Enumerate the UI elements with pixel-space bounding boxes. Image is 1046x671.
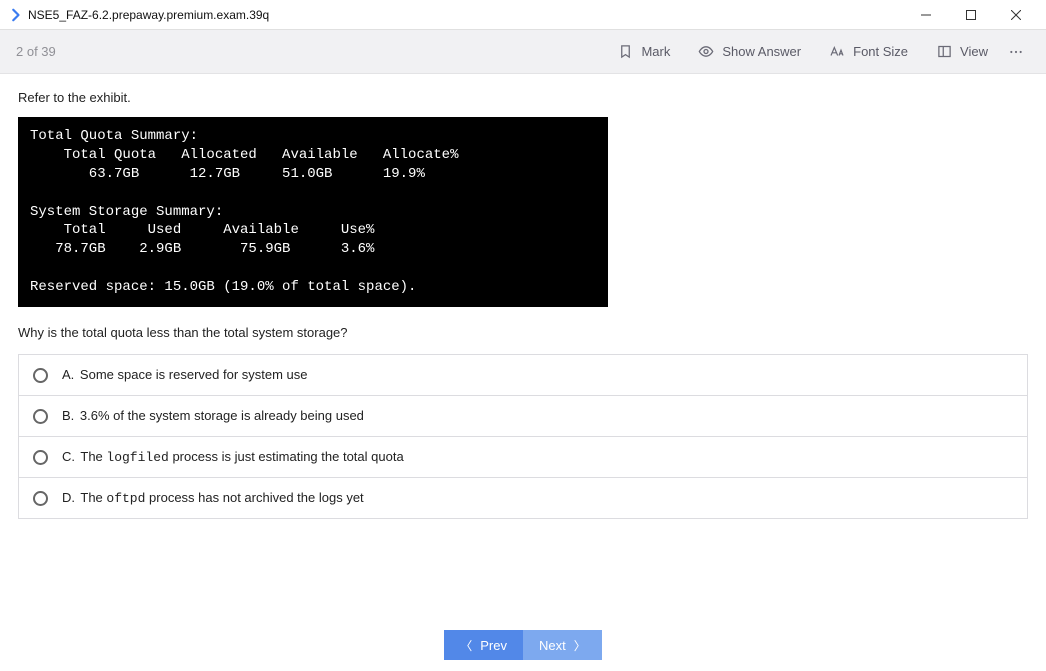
view-button[interactable]: View bbox=[922, 38, 1002, 66]
option-letter: A. bbox=[62, 367, 74, 382]
option-body: A. Some space is reserved for system use bbox=[62, 367, 308, 383]
answer-option-d[interactable]: D. The oftpd process has not archived th… bbox=[18, 478, 1028, 519]
mark-label: Mark bbox=[641, 44, 670, 59]
option-text-post: process is just estimating the total quo… bbox=[169, 449, 404, 464]
font-size-button[interactable]: Font Size bbox=[815, 38, 922, 66]
window-title: NSE5_FAZ-6.2.prepaway.premium.exam.39q bbox=[28, 8, 903, 22]
layout-icon bbox=[936, 44, 952, 60]
answer-option-b[interactable]: B. 3.6% of the system storage is already… bbox=[18, 396, 1028, 437]
font-size-icon bbox=[829, 44, 845, 60]
close-button[interactable] bbox=[993, 0, 1038, 30]
view-label: View bbox=[960, 44, 988, 59]
chevron-right-icon: 〉 bbox=[574, 637, 586, 654]
option-code: oftpd bbox=[106, 491, 145, 506]
option-letter: B. bbox=[62, 408, 74, 423]
option-code: logfiled bbox=[106, 450, 168, 465]
question-progress: 2 of 39 bbox=[16, 44, 56, 59]
chevron-left-icon: 〈 bbox=[460, 637, 472, 654]
option-body: C. The logfiled process is just estimati… bbox=[62, 449, 404, 465]
nav-footer: 〈 Prev Next 〉 bbox=[0, 619, 1046, 671]
show-answer-button[interactable]: Show Answer bbox=[684, 38, 815, 66]
more-button[interactable] bbox=[1002, 38, 1030, 66]
answer-option-c[interactable]: C. The logfiled process is just estimati… bbox=[18, 437, 1028, 478]
next-button[interactable]: Next 〉 bbox=[523, 630, 602, 660]
question-content: Refer to the exhibit. Total Quota Summar… bbox=[0, 74, 1046, 619]
radio-icon bbox=[33, 368, 48, 383]
maximize-button[interactable] bbox=[948, 0, 993, 30]
next-label: Next bbox=[539, 638, 566, 653]
exhibit-terminal: Total Quota Summary: Total Quota Allocat… bbox=[18, 117, 608, 307]
more-icon bbox=[1008, 44, 1024, 60]
answer-option-a[interactable]: A. Some space is reserved for system use bbox=[18, 355, 1028, 396]
radio-icon bbox=[33, 409, 48, 424]
option-text: The bbox=[80, 490, 106, 505]
radio-icon bbox=[33, 450, 48, 465]
radio-icon bbox=[33, 491, 48, 506]
window-controls bbox=[903, 0, 1038, 30]
show-answer-label: Show Answer bbox=[722, 44, 801, 59]
option-letter: C. bbox=[62, 449, 75, 464]
prev-button[interactable]: 〈 Prev bbox=[444, 630, 523, 660]
toolbar: 2 of 39 Mark Show Answer Font Size View bbox=[0, 30, 1046, 74]
option-text: The bbox=[80, 449, 106, 464]
font-size-label: Font Size bbox=[853, 44, 908, 59]
option-text-post: process has not archived the logs yet bbox=[145, 490, 363, 505]
app-icon bbox=[8, 8, 22, 22]
option-letter: D. bbox=[62, 490, 75, 505]
bookmark-icon bbox=[617, 44, 633, 60]
prev-label: Prev bbox=[480, 638, 507, 653]
minimize-button[interactable] bbox=[903, 0, 948, 30]
option-body: D. The oftpd process has not archived th… bbox=[62, 490, 364, 506]
mark-button[interactable]: Mark bbox=[603, 38, 684, 66]
option-text: Some space is reserved for system use bbox=[80, 367, 308, 382]
window-titlebar: NSE5_FAZ-6.2.prepaway.premium.exam.39q bbox=[0, 0, 1046, 30]
option-body: B. 3.6% of the system storage is already… bbox=[62, 408, 364, 424]
eye-icon bbox=[698, 44, 714, 60]
question-text: Why is the total quota less than the tot… bbox=[18, 325, 1028, 340]
option-text: 3.6% of the system storage is already be… bbox=[80, 408, 364, 423]
instruction-text: Refer to the exhibit. bbox=[18, 90, 1028, 105]
answer-options: A. Some space is reserved for system use… bbox=[18, 354, 1028, 519]
